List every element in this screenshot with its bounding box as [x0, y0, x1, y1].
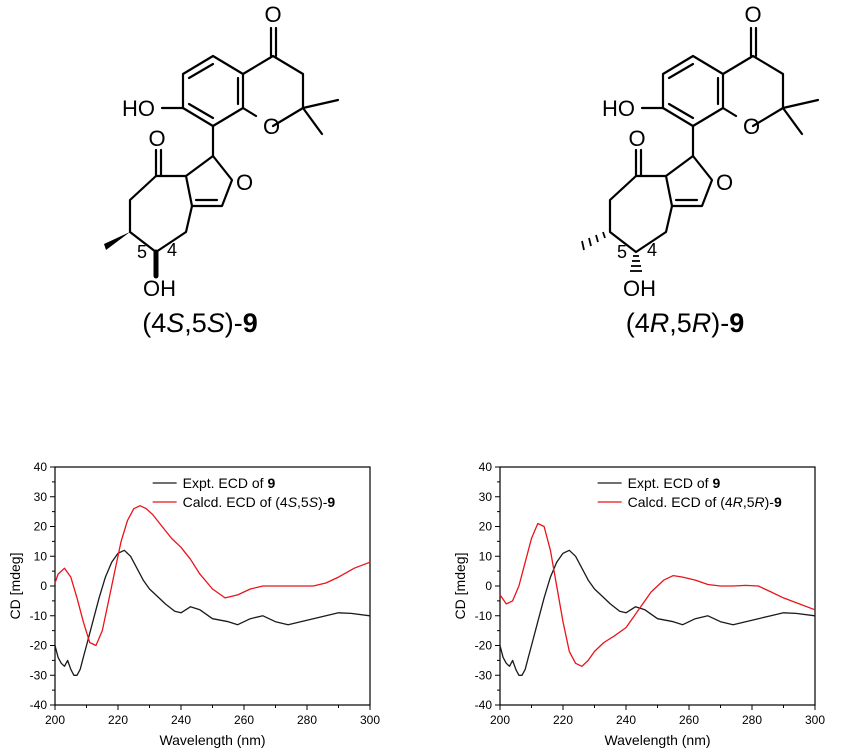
- y-axis-label: CD [mdeg]: [452, 553, 468, 620]
- legend-label-expt: Expt. ECD of 9: [183, 475, 276, 491]
- atom-o-ketone-left: O: [628, 126, 645, 151]
- atom-o-furan: O: [236, 170, 253, 195]
- x-tick-label: 300: [360, 713, 380, 727]
- y-axis-label: CD [mdeg]: [7, 553, 23, 620]
- ecd-plot: CD [mdeg] Wavelength (nm) Expt. ECD of 9…: [452, 460, 825, 748]
- compound-label: (4S,5S)-9: [142, 308, 258, 338]
- atom-o-furan: O: [716, 170, 733, 195]
- y-tick-label: 40: [34, 460, 48, 474]
- atom-oh: OH: [623, 276, 656, 301]
- y-tick-label: 30: [479, 490, 493, 504]
- y-tick-label: -10: [30, 609, 48, 623]
- y-tick-label: -30: [30, 668, 48, 682]
- y-tick-label: -20: [475, 639, 493, 653]
- atom-ho: HO: [602, 96, 635, 121]
- molecule-4r5r: O HO O O O OH 5 4 (4R,5R)-9: [540, 0, 840, 340]
- x-tick-label: 200: [45, 713, 65, 727]
- series-line-expt: [499, 549, 816, 676]
- x-tick-label: 220: [553, 713, 573, 727]
- x-tick-label: 260: [679, 713, 699, 727]
- y-tick-label: 30: [34, 490, 48, 504]
- ecd-chart-left: CD [mdeg] Wavelength (nm) Expt. ECD of 9…: [0, 450, 400, 756]
- atom-o-ring: O: [263, 114, 280, 139]
- y-tick-label: 20: [479, 520, 493, 534]
- legend: Expt. ECD of 9 Calcd. ECD of (4S,5S)-9: [152, 475, 336, 510]
- x-tick-label: 280: [742, 713, 762, 727]
- x-tick-label: 300: [805, 713, 825, 727]
- x-tick-label: 240: [171, 713, 191, 727]
- ecd-chart-right: CD [mdeg] Wavelength (nm) Expt. ECD of 9…: [445, 450, 843, 756]
- y-tick-label: -30: [475, 668, 493, 682]
- structure-4s5s: O HO O O O OH 5 4 (4S,5S)-9: [104, 2, 340, 338]
- structure-4r5r: O HO O O O OH 5 4 (4R,5R)-9: [581, 2, 820, 338]
- series-line-calcd: [54, 505, 371, 647]
- series-line-calcd: [499, 522, 816, 667]
- x-tick-label: 260: [234, 713, 254, 727]
- ecd-plot: CD [mdeg] Wavelength (nm) Expt. ECD of 9…: [7, 460, 380, 748]
- legend-label-calcd: Calcd. ECD of (4R,5R)-9: [628, 494, 782, 510]
- atom-o-ketone-left: O: [148, 126, 165, 151]
- atom-o-ring: O: [743, 114, 760, 139]
- atom-o-ketone-top: O: [264, 2, 281, 27]
- legend-label-calcd: Calcd. ECD of (4S,5S)-9: [183, 494, 336, 510]
- locant-4: 4: [647, 240, 657, 260]
- x-tick-label: 240: [616, 713, 636, 727]
- x-axis-label: Wavelength (nm): [159, 732, 265, 748]
- atom-ho: HO: [122, 96, 155, 121]
- compound-label: (4R,5R)-9: [626, 308, 745, 338]
- y-tick-label: -40: [475, 698, 493, 712]
- y-tick-label: -40: [30, 698, 48, 712]
- y-tick-label: 10: [479, 549, 493, 563]
- y-tick-label: -20: [30, 639, 48, 653]
- atom-oh: OH: [143, 276, 176, 301]
- x-axis-label: Wavelength (nm): [604, 732, 710, 748]
- x-tick-label: 200: [490, 713, 510, 727]
- x-tick-label: 220: [108, 713, 128, 727]
- legend-label-expt: Expt. ECD of 9: [628, 475, 721, 491]
- locant-4: 4: [167, 240, 177, 260]
- y-tick-label: 0: [485, 579, 492, 593]
- locant-5: 5: [617, 242, 627, 262]
- y-tick-label: 10: [34, 549, 48, 563]
- atom-o-ketone-top: O: [744, 2, 761, 27]
- y-tick-label: -10: [475, 609, 493, 623]
- y-tick-label: 40: [479, 460, 493, 474]
- series-line-expt: [54, 549, 371, 676]
- y-tick-label: 0: [40, 579, 47, 593]
- x-tick-label: 280: [297, 713, 317, 727]
- legend: Expt. ECD of 9 Calcd. ECD of (4R,5R)-9: [597, 475, 782, 510]
- locant-5: 5: [137, 242, 147, 262]
- molecule-4s5s: O HO O O O OH 5 4 (4S,5S)-9: [60, 0, 360, 340]
- y-tick-label: 20: [34, 520, 48, 534]
